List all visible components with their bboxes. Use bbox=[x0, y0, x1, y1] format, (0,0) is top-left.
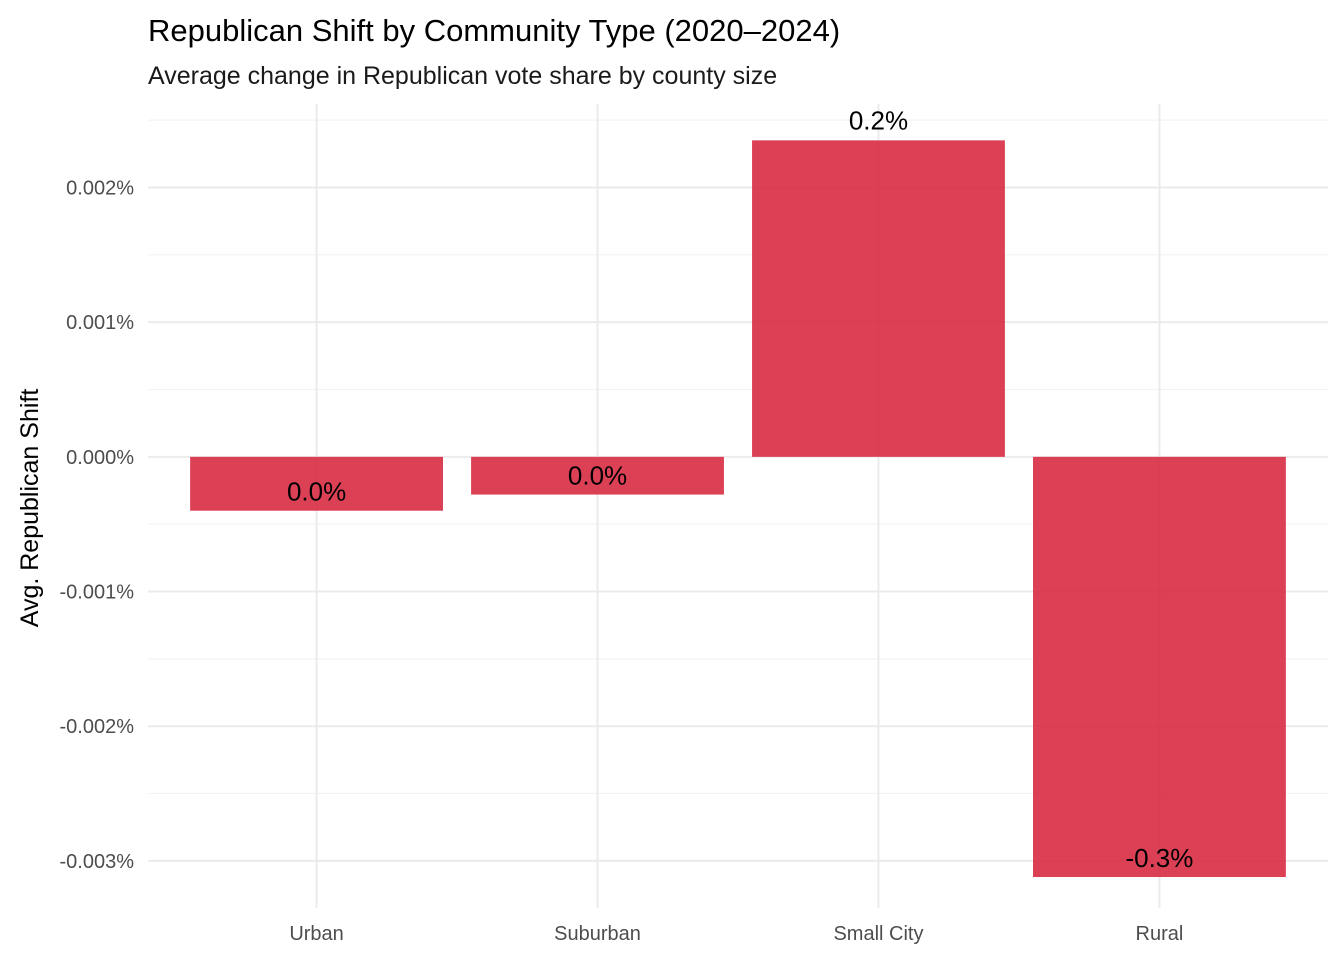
y-tick-label: -0.003% bbox=[60, 851, 135, 873]
y-axis-ticks: 0.002% 0.001% 0.000% -0.001% -0.002% -0.003% bbox=[60, 177, 135, 872]
bar-rural bbox=[1033, 456, 1286, 878]
x-tick-label: Suburban bbox=[554, 923, 641, 945]
data-label: 0.0% bbox=[287, 477, 346, 507]
y-tick-label: -0.002% bbox=[60, 716, 135, 738]
y-tick-label: 0.002% bbox=[66, 177, 134, 199]
x-axis-ticks: Urban Suburban Small City Rural bbox=[289, 923, 1183, 945]
y-tick-label: 0.001% bbox=[66, 312, 134, 334]
data-label: 0.0% bbox=[568, 461, 627, 491]
data-label: 0.2% bbox=[849, 105, 908, 135]
bar-urban bbox=[190, 456, 443, 511]
y-tick-label: -0.001% bbox=[60, 582, 135, 604]
bar-suburban bbox=[471, 456, 724, 495]
x-tick-label: Small City bbox=[833, 923, 923, 945]
chart-title: Republican Shift by Community Type (2020… bbox=[148, 13, 840, 48]
chart-subtitle: Average change in Republican vote share … bbox=[148, 62, 777, 90]
y-tick-label: 0.000% bbox=[66, 447, 134, 469]
data-label: -0.3% bbox=[1125, 843, 1193, 873]
bar-small-city bbox=[752, 140, 1005, 457]
y-axis-label: Avg. Republican Shift bbox=[16, 389, 44, 628]
x-tick-label: Urban bbox=[289, 923, 343, 945]
x-tick-label: Rural bbox=[1136, 923, 1184, 945]
data-labels: 0.0% 0.0% 0.2% -0.3% bbox=[287, 105, 1193, 873]
bars bbox=[190, 140, 1286, 878]
